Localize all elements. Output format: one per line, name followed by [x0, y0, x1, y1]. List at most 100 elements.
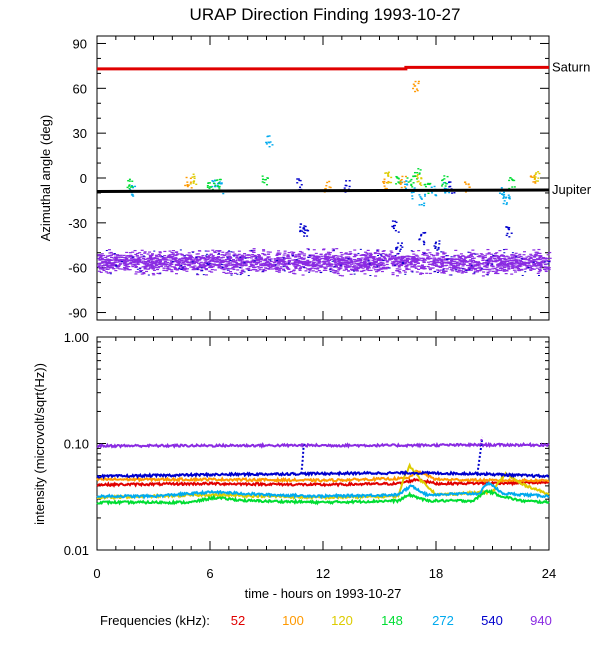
data-point [325, 185, 328, 187]
data-point [478, 255, 482, 257]
data-point [170, 261, 174, 264]
y-axis-label-top: Azimuthal angle (deg) [38, 115, 53, 241]
data-point [537, 258, 541, 261]
data-point [285, 262, 289, 265]
data-point [198, 250, 202, 252]
data-point [231, 266, 235, 268]
data-point [533, 175, 536, 177]
data-point [519, 256, 523, 258]
data-point [228, 250, 231, 252]
data-point [114, 257, 118, 260]
data-point [199, 264, 203, 266]
data-point [458, 257, 462, 259]
data-point [445, 259, 448, 261]
top-panel-data [97, 80, 552, 277]
data-point [409, 264, 413, 266]
data-point [216, 185, 219, 187]
data-point [253, 254, 257, 257]
data-point [241, 264, 245, 266]
data-point [341, 263, 345, 265]
data-point [140, 249, 144, 251]
data-point [367, 265, 371, 268]
data-point [435, 241, 438, 243]
data-point [510, 254, 514, 256]
data-point [138, 252, 142, 254]
data-point [317, 270, 321, 272]
data-point [508, 236, 511, 238]
data-point [494, 272, 498, 275]
data-point [395, 248, 398, 251]
data-point [159, 263, 163, 265]
data-point [233, 253, 237, 255]
data-point [346, 261, 350, 263]
data-point [385, 172, 388, 174]
data-point [203, 257, 207, 260]
data-point [209, 253, 213, 255]
data-point [369, 255, 373, 257]
data-point [304, 270, 308, 272]
data-point [484, 261, 488, 264]
data-point [534, 181, 537, 183]
data-point [273, 261, 277, 263]
data-point [324, 269, 328, 271]
data-point [109, 273, 112, 275]
data-point [250, 260, 254, 262]
data-point [449, 263, 453, 266]
data-point [264, 178, 267, 181]
data-point [399, 259, 403, 261]
data-point [394, 257, 398, 259]
data-point [407, 268, 411, 270]
data-point [245, 257, 249, 259]
data-point [109, 266, 113, 269]
data-point [400, 186, 403, 189]
data-point [181, 261, 185, 264]
data-point [405, 255, 409, 257]
data-point [486, 262, 490, 264]
data-point [334, 254, 338, 257]
data-point [535, 264, 539, 267]
data-point [441, 179, 444, 181]
data-point [287, 256, 291, 258]
data-point [175, 260, 179, 262]
data-point [498, 259, 502, 261]
data-point [532, 261, 536, 263]
data-point [471, 249, 475, 251]
data-point [496, 269, 500, 271]
data-point [434, 247, 437, 249]
y-tick-label: -90 [68, 306, 87, 321]
bottom-panel-data [96, 436, 550, 506]
data-point [158, 261, 162, 263]
data-point [113, 253, 116, 255]
data-point [534, 251, 538, 253]
data-point [269, 260, 273, 262]
data-point [524, 271, 527, 273]
data-point [195, 258, 199, 260]
data-point [281, 260, 285, 262]
data-point [353, 258, 357, 261]
data-point [493, 253, 497, 255]
data-point [538, 257, 542, 259]
data-point [498, 258, 502, 260]
data-point [270, 264, 274, 266]
legend-label: Frequencies (kHz): [100, 613, 210, 628]
data-point [185, 270, 189, 272]
data-point [291, 259, 295, 261]
data-point [465, 270, 468, 272]
data-point [498, 267, 502, 270]
data-point [174, 257, 178, 259]
data-point [401, 257, 405, 259]
data-point [232, 254, 236, 257]
data-point [421, 258, 425, 260]
data-point [217, 253, 221, 255]
data-point [277, 259, 281, 261]
data-point [217, 182, 220, 184]
data-point [489, 256, 493, 258]
data-point [510, 265, 514, 267]
data-point [155, 255, 159, 257]
data-point [473, 265, 477, 267]
data-point [227, 259, 231, 261]
data-point [382, 250, 386, 252]
data-point [384, 253, 388, 255]
data-point [215, 264, 219, 266]
reference-line-jupiter [96, 188, 550, 193]
